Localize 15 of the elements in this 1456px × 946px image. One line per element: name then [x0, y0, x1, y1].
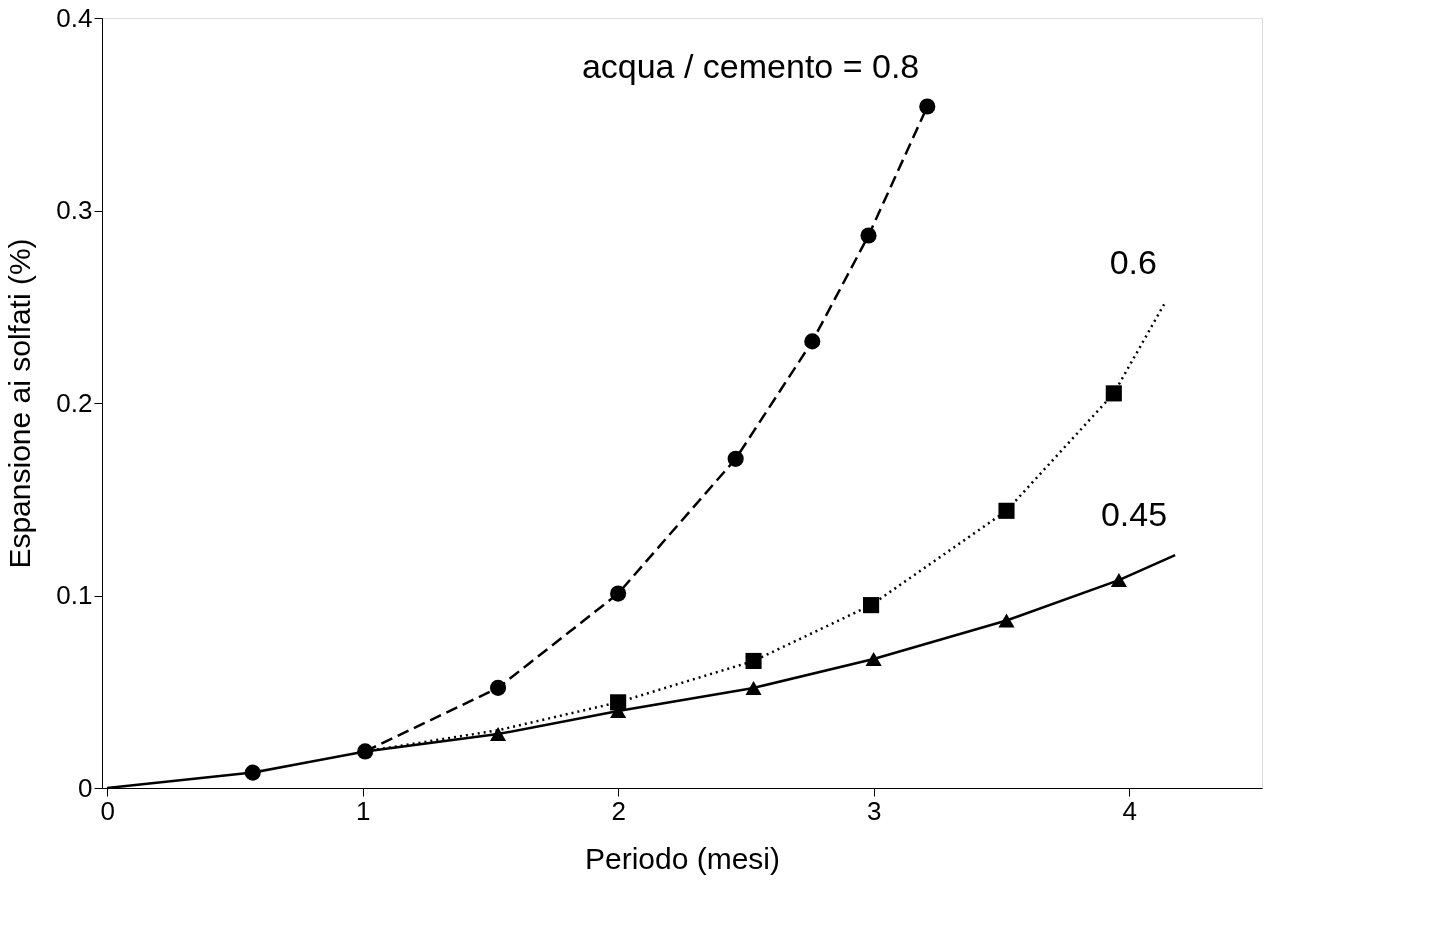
x-axis-title: Periodo (mesi)	[584, 841, 781, 875]
x-tick-label: 1	[355, 795, 371, 826]
x-tick-label: 3	[866, 795, 882, 826]
x-tick-label: 2	[611, 795, 626, 826]
series-label: 0.45	[1100, 495, 1168, 534]
y-tick-label: 0	[78, 772, 93, 803]
x-tick-label: 4	[1122, 795, 1137, 826]
series-label: acqua / cemento = 0.8	[581, 46, 920, 85]
y-tick-label: 0.1	[56, 580, 93, 610]
series-label: 0.6	[1109, 242, 1157, 281]
y-tick-label: 0.4	[56, 2, 93, 33]
y-tick-label: 0.3	[56, 195, 93, 225]
x-tick-label: 0	[100, 795, 115, 826]
y-axis-title: Espansione ai solfati (%)	[3, 238, 37, 569]
y-tick-label: 0.2	[56, 387, 93, 418]
